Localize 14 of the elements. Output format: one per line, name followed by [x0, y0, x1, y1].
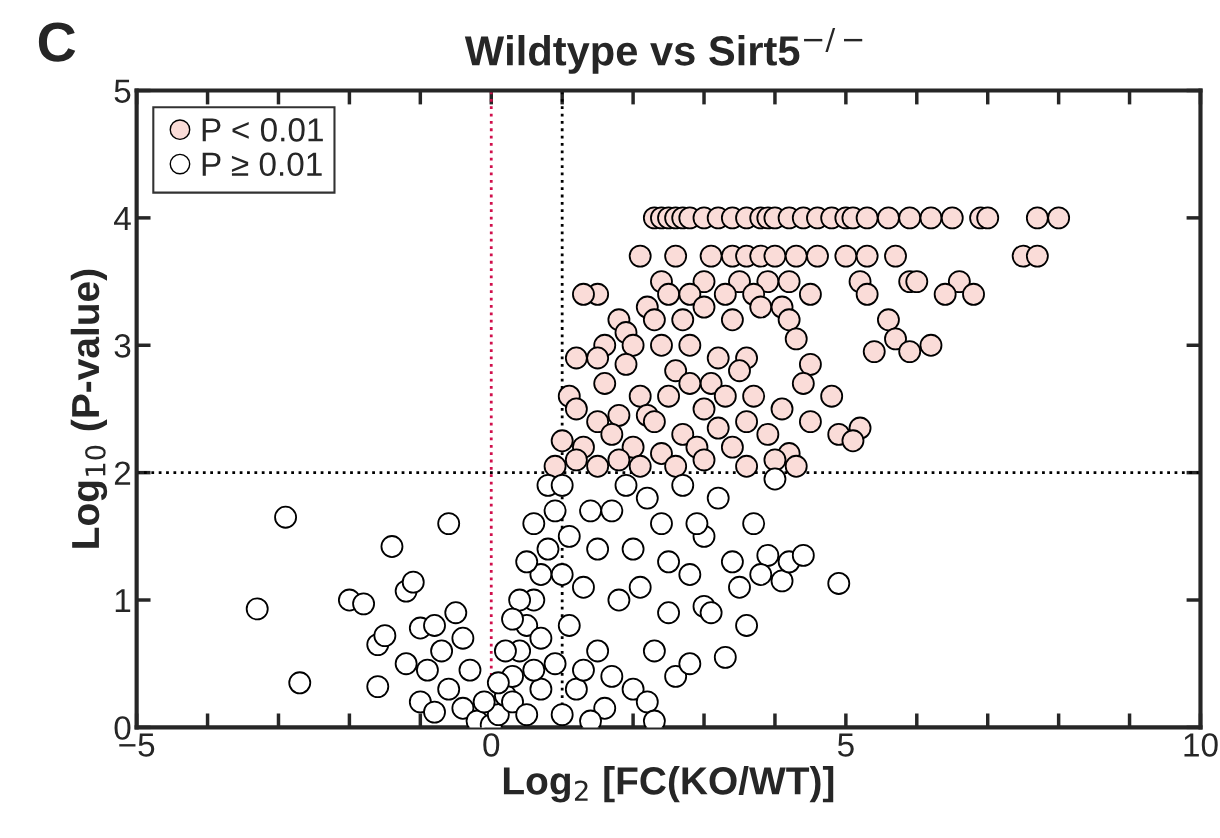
text: C	[38, 22, 76, 62]
x-tick-label: 10	[1184, 733, 1218, 757]
y-tick-label: 5	[114, 79, 131, 103]
legend-label: P < 0.01	[202, 118, 323, 142]
y-tick-label: 4	[114, 207, 131, 230]
legend-label: P ≥ 0.01	[202, 152, 322, 177]
y-axis-title: Log$_{10}$ (P-value)	[70, 269, 108, 548]
x-tick-label: 0	[483, 733, 500, 757]
y-tick-label: 1	[115, 589, 131, 613]
y-tick-label: 3	[114, 334, 131, 358]
x-tick-label: 5	[837, 733, 854, 757]
x-axis-title: Log$_{2}$ [FC(KO/WT)]	[503, 766, 834, 803]
chart-title: Wildtype vs Sirt5$^{−/−}$	[464, 28, 863, 74]
y-tick-label: 2	[114, 461, 131, 485]
